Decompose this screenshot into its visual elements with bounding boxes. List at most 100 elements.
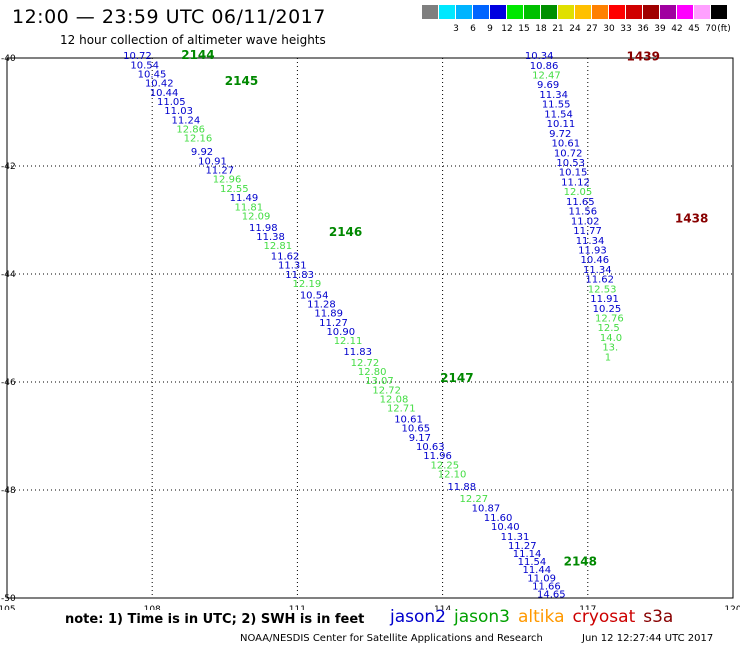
wave-height-value: 12.25 <box>431 460 460 471</box>
wave-height-value: 12.05 <box>564 187 593 198</box>
color-scale-label: 3 <box>453 24 459 34</box>
color-scale-unit: (ft) <box>717 24 731 34</box>
wave-height-value: 12.72 <box>351 358 380 369</box>
pass-number-label: 2148 <box>564 555 597 569</box>
wave-height-value: 12.96 <box>213 175 242 186</box>
wave-height-value: 11.98 <box>249 223 278 234</box>
wave-height-value: 11.77 <box>573 226 602 237</box>
wave-height-value: 12.16 <box>184 134 213 145</box>
wave-height-value: 12.53 <box>588 284 617 295</box>
wave-height-value: 1 <box>605 352 611 363</box>
wave-height-value: 11.44 <box>522 565 551 576</box>
color-scale-label: 6 <box>470 24 476 34</box>
color-scale-label: 39 <box>654 24 666 34</box>
wave-height-value: 10.25 <box>593 304 622 315</box>
pass-number-label: 2146 <box>329 225 362 239</box>
wave-height-value: 11.12 <box>561 177 590 188</box>
wave-height-value: 12.10 <box>438 470 467 481</box>
wave-height-value: 9.69 <box>537 80 559 91</box>
wave-height-value: 11.89 <box>314 309 343 320</box>
x-tick-label: 105 <box>0 605 16 610</box>
wave-height-value: 10.54 <box>130 60 159 71</box>
wave-height-value: 11.65 <box>566 197 595 208</box>
color-swatch <box>575 5 591 19</box>
color-swatch <box>490 5 506 19</box>
wave-height-value: 11.24 <box>172 115 201 126</box>
color-swatch <box>473 5 489 19</box>
y-tick-label: -42 <box>1 162 16 172</box>
wave-height-value: 10.91 <box>198 156 227 167</box>
color-scale-label: 30 <box>603 24 615 34</box>
wave-height-value: 12.47 <box>532 71 561 82</box>
wave-height-value: 12.55 <box>220 184 249 195</box>
wave-height-value: 12.76 <box>595 314 624 325</box>
wave-height-value: 12.19 <box>293 279 322 290</box>
color-scale-label: 18 <box>535 24 547 34</box>
pass-number-label: 1439 <box>627 50 660 64</box>
color-swatch <box>643 5 659 19</box>
wave-height-value: 11.31 <box>501 532 530 543</box>
legend-entry: altika <box>518 607 565 627</box>
x-tick-label: 114 <box>434 605 451 610</box>
wave-height-value: 11.49 <box>230 193 259 204</box>
color-scale-label: 9 <box>487 24 493 34</box>
wave-height-value: 14.65 <box>537 589 566 600</box>
y-tick-label: -46 <box>1 378 16 388</box>
wave-height-value: 11.05 <box>157 97 186 108</box>
color-scale-label: 15 <box>518 24 530 34</box>
wave-height-points: 10.7210.5410.4510.4210.4411.0511.0311.24… <box>123 51 624 600</box>
wave-height-value: 10.63 <box>416 442 445 453</box>
plot-area <box>6 57 734 599</box>
color-scale-label: 24 <box>569 24 581 34</box>
satellite-legend: jason2 jason3 altika cryosat s3a <box>390 607 681 627</box>
wave-height-value: 11.54 <box>544 109 573 120</box>
wave-height-value: 9.72 <box>549 129 571 140</box>
track-labels: 2144 2145 2146 2147 2148 1439 1438 <box>181 48 708 569</box>
y-tick-label: -40 <box>1 54 16 64</box>
x-tick-label: 111 <box>289 605 306 610</box>
wave-height-value: 10.46 <box>581 255 610 266</box>
wave-height-value: 12.80 <box>358 367 387 378</box>
x-tick-label: 117 <box>579 605 596 610</box>
wave-height-value: 11.62 <box>585 275 614 286</box>
color-swatch <box>711 5 727 19</box>
pass-number-label: 2144 <box>181 48 214 62</box>
source-credit: NOAA/NESDIS Center for Satellite Applica… <box>240 633 543 644</box>
wave-height-value: 11.27 <box>319 318 348 329</box>
wave-height-value: 11.31 <box>278 261 307 272</box>
units-note: note: 1) Time is in UTC; 2) SWH is in fe… <box>65 612 365 627</box>
wave-height-value: 12.5 <box>597 323 619 334</box>
wave-height-value: 12.09 <box>242 211 271 222</box>
color-swatch <box>609 5 625 19</box>
color-swatch <box>422 5 438 19</box>
color-swatch <box>558 5 574 19</box>
x-tick-label: 108 <box>144 605 161 610</box>
grid-lines <box>7 58 733 598</box>
wave-height-value: 10.65 <box>401 424 430 435</box>
wave-height-value: 11.03 <box>164 106 193 117</box>
x-tick-label: 120 <box>724 605 740 610</box>
pass-number-label: 2145 <box>225 74 258 88</box>
color-swatch <box>592 5 608 19</box>
wave-height-value: 10.54 <box>300 290 329 301</box>
wave-height-value: 11.60 <box>484 513 513 524</box>
wave-height-value: 12.11 <box>334 336 363 347</box>
y-tick-label: -44 <box>1 270 16 280</box>
generated-timestamp: Jun 12 12:27:44 UTC 2017 <box>582 633 714 644</box>
wave-height-value: 10.72 <box>123 51 152 62</box>
color-swatch <box>694 5 710 19</box>
wave-height-value: 10.42 <box>145 79 174 90</box>
wave-height-value: 11.83 <box>343 347 372 358</box>
wave-height-value: 10.53 <box>556 158 585 169</box>
legend-entry: jason3 <box>454 607 510 627</box>
wave-height-value: 10.11 <box>547 119 576 130</box>
color-swatch <box>677 5 693 19</box>
color-scale-label: 42 <box>671 24 683 34</box>
wave-height-value: 11.56 <box>568 207 597 218</box>
wave-height-value: 10.61 <box>394 415 423 426</box>
wave-height-value: 9.17 <box>409 433 431 444</box>
color-swatch <box>524 5 540 19</box>
wave-height-value: 11.34 <box>539 90 568 101</box>
wave-height-value: 11.62 <box>271 251 300 262</box>
color-scale-label: 27 <box>586 24 598 34</box>
